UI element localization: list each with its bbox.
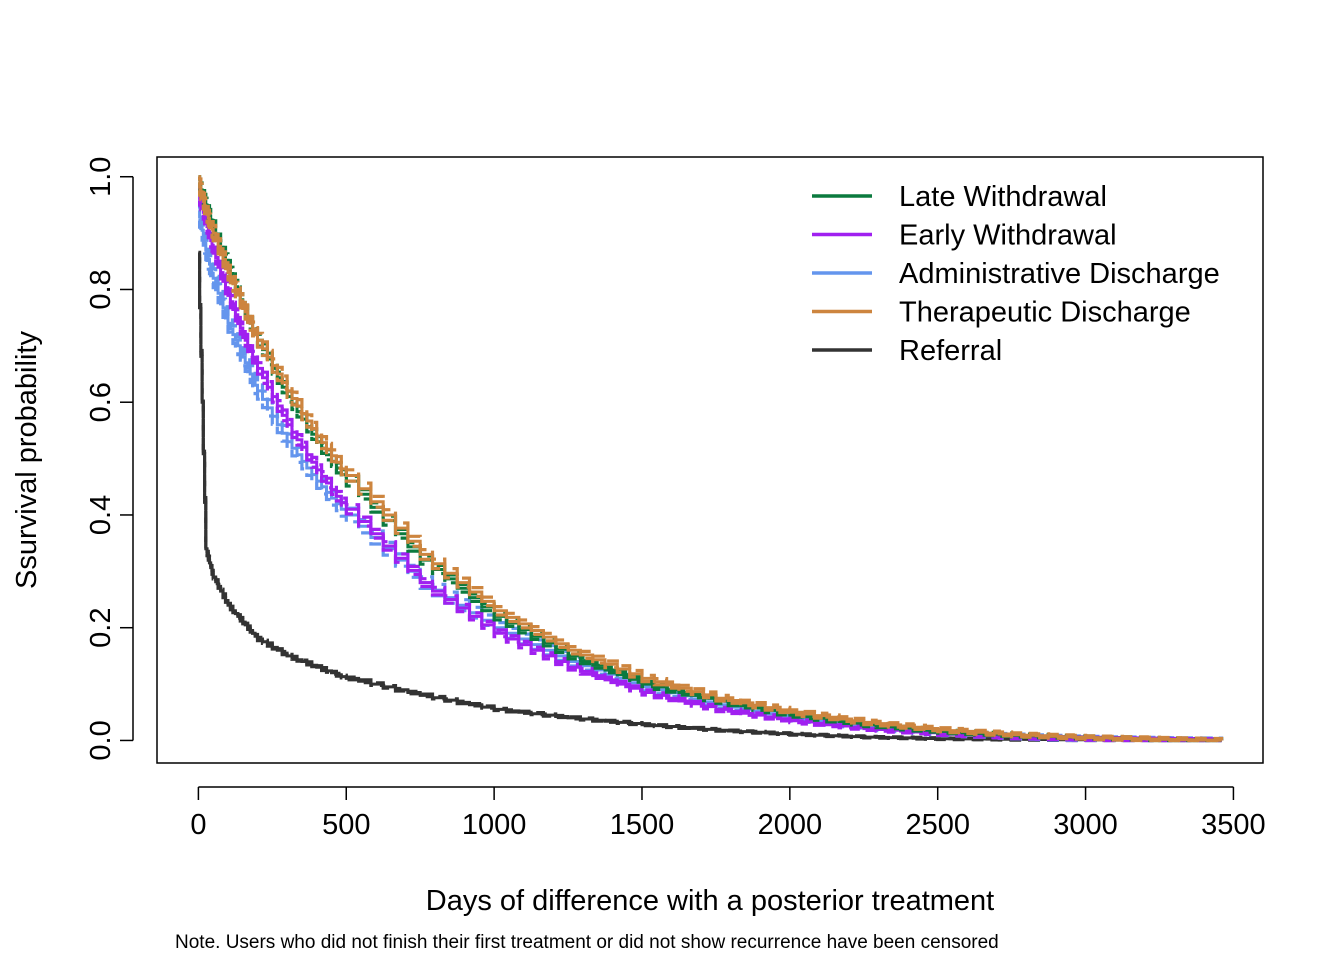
ci-lower-line xyxy=(198,198,1222,743)
legend-item: Referral xyxy=(812,335,1002,367)
y-tick-label: 1.0 xyxy=(85,157,117,197)
x-tick-label: 3000 xyxy=(1053,809,1118,841)
ci-lower-line xyxy=(198,257,1222,743)
legend-item: Administrative Discharge xyxy=(812,258,1220,290)
legend-item: Therapeutic Discharge xyxy=(812,297,1191,329)
survival-line xyxy=(198,254,1222,742)
legend-label: Early Withdrawal xyxy=(899,220,1117,252)
y-tick-label: 0.8 xyxy=(85,269,117,309)
legend-label: Administrative Discharge xyxy=(899,258,1220,290)
y-axis-label: Ssurvival probability xyxy=(11,331,43,589)
series-referral xyxy=(198,250,1222,743)
x-tick-label: 3500 xyxy=(1201,809,1266,841)
legend: Late Withdrawal Early Withdrawal Administr… xyxy=(812,181,1220,367)
x-tick-label: 500 xyxy=(322,809,370,841)
x-tick-label: 2500 xyxy=(905,809,970,841)
chart-note: Note. Users who did not finish their fir… xyxy=(175,932,999,953)
plot-frame xyxy=(156,156,1264,764)
x-tick-label: 1000 xyxy=(462,809,527,841)
legend-item: Late Withdrawal xyxy=(812,181,1107,213)
x-tick-label: 0 xyxy=(190,809,206,841)
y-tick-label: 0.2 xyxy=(85,608,117,648)
axes-layer: 0 500 1000 1500 2000 2500 3000 3500 0.0 0.2 0.4 0.6… xyxy=(85,156,1266,841)
legend-label: Therapeutic Discharge xyxy=(899,297,1191,329)
y-tick-label: 0.0 xyxy=(85,720,117,760)
legend-item: Early Withdrawal xyxy=(812,220,1117,252)
y-tick-label: 0.6 xyxy=(85,382,117,422)
legend-label: Late Withdrawal xyxy=(899,181,1107,213)
x-tick-label: 1500 xyxy=(610,809,675,841)
x-tick-label: 2000 xyxy=(758,809,823,841)
legend-label: Referral xyxy=(899,335,1002,367)
x-axis-label: Days of difference with a posterior trea… xyxy=(426,885,994,917)
series-therapeutic-discharge xyxy=(198,175,1224,743)
y-tick-label: 0.4 xyxy=(85,495,117,535)
survival-line xyxy=(198,180,1224,742)
series-layer xyxy=(198,175,1224,743)
